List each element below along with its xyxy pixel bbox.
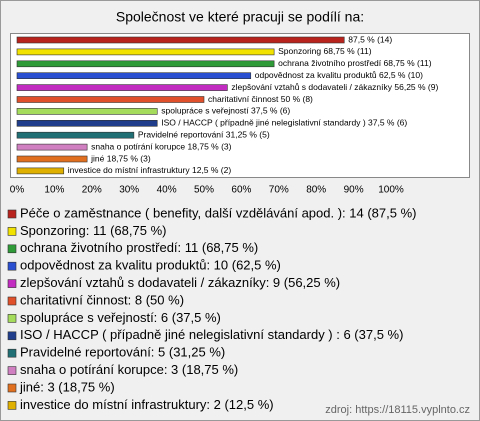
source: zdroj: https://18115.vyplnto.cz	[325, 404, 470, 416]
legend-label: zlepšování vztahů s dodavateli / zákazní…	[20, 275, 340, 290]
bar	[16, 60, 275, 68]
legend-label: odpovědnost za kvalitu produktů: 10 (62,…	[20, 258, 281, 273]
value-label: charitativní činnost 50 % (8)	[208, 94, 313, 104]
bar	[16, 120, 158, 127]
value-label: ochrana životního prostředí 68,75 % (11)	[278, 58, 432, 68]
legend-swatch	[7, 331, 17, 341]
legend-label: charitativní činnost: 8 (50 %)	[20, 292, 184, 307]
value-label: jiné 18,75 % (3)	[90, 153, 151, 163]
bar	[16, 36, 345, 44]
legend-swatch	[7, 279, 17, 288]
value-label: odpovědnost za kvalitu produktů 62,5 % (…	[255, 70, 423, 80]
legend-label: Pravidelné reportování: 5 (31,25 %)	[20, 345, 225, 360]
value-label: zlepšování vztahů s dodavateli / zákazní…	[231, 82, 438, 92]
chart-title: Společnost ve které pracuji se podílí na…	[116, 9, 364, 25]
value-label: ISO / HACCP ( případně jiné nelegislativ…	[161, 118, 407, 128]
legend-label: Péče o zaměstnance ( benefity, další vzd…	[20, 205, 416, 220]
legend-swatch	[7, 227, 17, 236]
x-tick-label: 10%	[44, 185, 64, 196]
bar	[16, 72, 252, 79]
value-label: investice do místní infrastruktury 12,5 …	[68, 165, 232, 175]
bar	[16, 143, 88, 151]
bar	[16, 96, 205, 103]
legend-swatch	[7, 244, 17, 254]
legend-swatch	[7, 401, 17, 410]
x-tick-label: 0%	[10, 185, 25, 196]
legend-label: spolupráce s veřejností: 6 (37,5 %)	[20, 310, 221, 325]
x-tick-label: 90%	[344, 185, 364, 196]
legend-swatch	[7, 383, 17, 393]
legend-swatch	[7, 314, 17, 323]
legend-swatch	[7, 296, 17, 306]
value-label: Pravidelné reportování 31,25 % (5)	[138, 129, 270, 139]
x-tick-label: 80%	[306, 185, 326, 196]
x-tick-label: 60%	[231, 185, 251, 196]
legend-label: snaha o potírání korupce: 3 (18,75 %)	[20, 362, 238, 377]
x-tick-label: 40%	[157, 185, 177, 196]
legend-swatch	[7, 348, 17, 358]
value-label: snaha o potírání korupce 18,75 % (3)	[91, 141, 232, 151]
x-tick-label: 50%	[194, 185, 214, 196]
x-tick-label: 20%	[82, 185, 102, 196]
legend-label: ochrana životního prostředí: 11 (68,75 %…	[20, 240, 258, 255]
x-tick-label: 100%	[378, 185, 404, 196]
value-label: 87,5 % (14)	[348, 34, 392, 44]
bar	[16, 131, 135, 139]
legend-swatch	[7, 366, 17, 375]
value-label: spolupráce s veřejností 37,5 % (6)	[161, 106, 290, 116]
legend-swatch	[7, 261, 17, 271]
bar	[16, 155, 88, 163]
bar	[16, 108, 158, 115]
legend-label: Sponzoring: 11 (68,75 %)	[20, 223, 166, 238]
plot-area	[10, 33, 470, 178]
x-tick-label: 30%	[119, 185, 139, 196]
legend-swatch	[7, 209, 17, 219]
bar	[16, 84, 228, 91]
bar	[16, 48, 275, 56]
legend-label: ISO / HACCP ( případně jiné nelegislativ…	[20, 327, 403, 342]
value-label: Sponzoring 68,75 % (11)	[278, 46, 372, 56]
x-tick-label: 70%	[269, 185, 289, 196]
bar	[16, 167, 65, 175]
legend-label: jiné: 3 (18,75 %)	[19, 379, 115, 394]
legend-label: investice do místní infrastruktury: 2 (1…	[20, 397, 274, 412]
